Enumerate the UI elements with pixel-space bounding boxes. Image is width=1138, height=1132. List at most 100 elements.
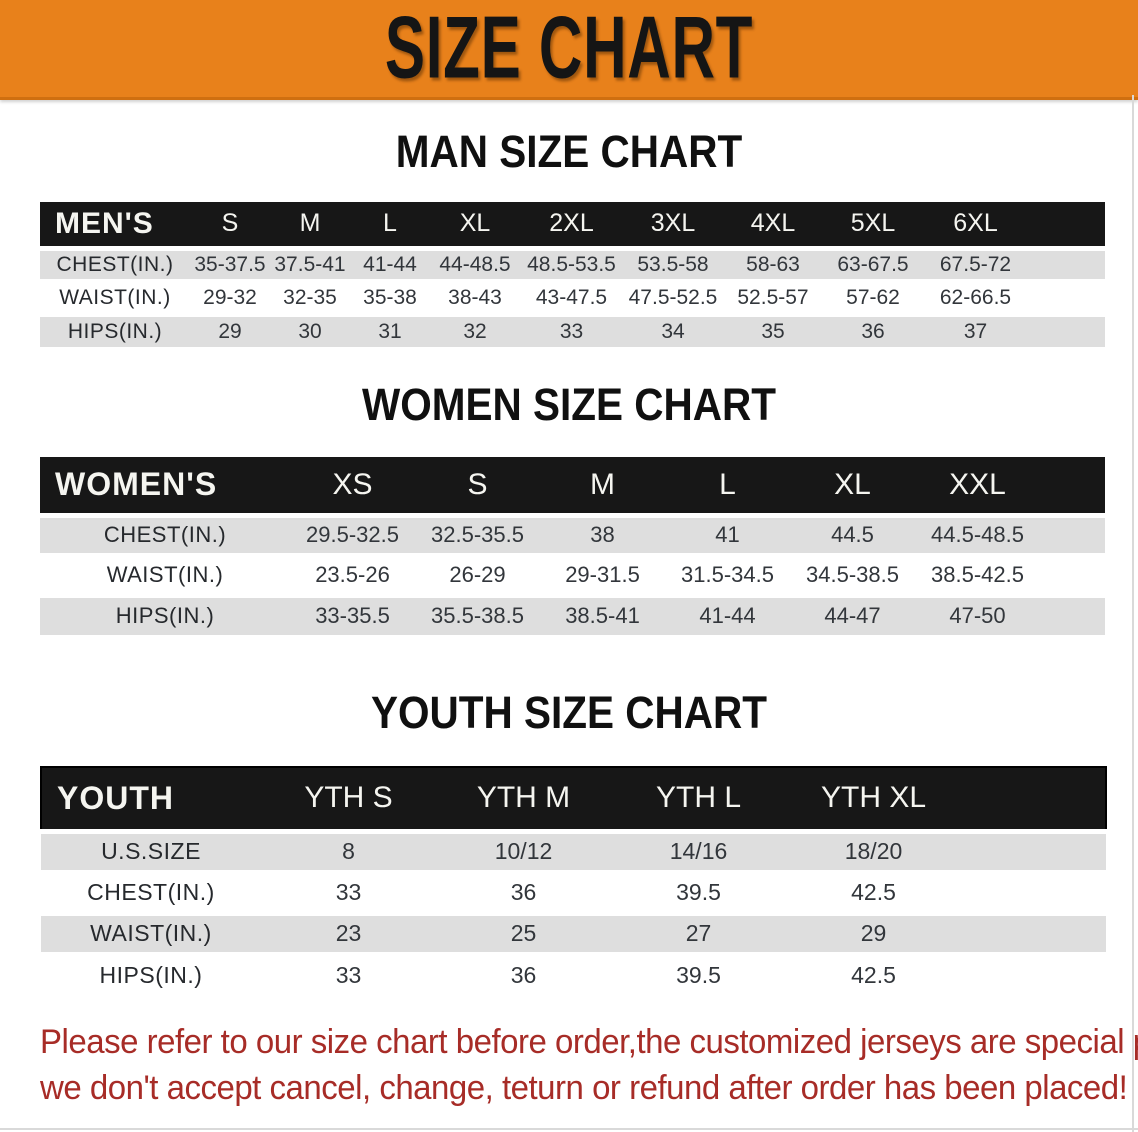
row-label: WAIST(IN.) [59, 285, 171, 309]
value-cell: 34.5-38.5 [806, 562, 899, 587]
column-header: YTH M [476, 781, 571, 815]
column-header: 6XL [953, 209, 998, 238]
column-header: M [590, 467, 615, 501]
value-cell: 67.5-72 [939, 252, 1012, 276]
value-cell: 33-35.5 [315, 603, 390, 629]
value-cell: 63-67.5 [837, 252, 909, 276]
value-cell: 36 [861, 319, 885, 343]
table-title-cell: MEN'S [55, 206, 154, 240]
table-row: HIPS(IN.) 33 36 39.5 42.5 [41, 954, 1106, 995]
table-row: HIPS(IN.) 33-35.5 35.5-38.5 38.5-41 41-44 44-… [40, 595, 1105, 635]
column-header: XS [332, 467, 373, 501]
man-size-heading: MAN SIZE CHART [395, 126, 743, 177]
spacer-cell [1028, 314, 1105, 347]
value-cell: 41-44 [699, 603, 756, 629]
spacer-cell [1028, 202, 1105, 248]
banner: SIZE CHART [0, 0, 1138, 100]
value-cell: 42.5 [851, 962, 896, 989]
table-row: WAIST(IN.) 23 25 27 29 [41, 913, 1106, 954]
value-cell: 38-43 [448, 285, 502, 309]
table-row: U.S.SIZE 8 10/12 14/16 18/20 [41, 831, 1106, 872]
spacer-cell [1040, 555, 1105, 595]
value-cell: 29 [218, 319, 242, 343]
value-cell: 34 [661, 319, 685, 343]
disclaimer-line-1: Please refer to our size chart before or… [40, 1023, 1138, 1061]
value-cell: 32.5-35.5 [431, 522, 524, 547]
value-cell: 23.5-26 [315, 562, 390, 587]
spacer-cell [1040, 457, 1105, 515]
table-header-row: YOUTH YTH S YTH M YTH L YTH XL [41, 767, 1106, 831]
column-header: YTH XL [820, 781, 927, 815]
column-header: L [383, 209, 397, 238]
value-cell: 41 [715, 522, 740, 547]
value-cell: 23 [335, 920, 362, 946]
table-title-cell: YOUTH [57, 779, 174, 816]
youth-size-heading: YOUTH SIZE CHART [370, 687, 767, 738]
row-label: HIPS(IN.) [67, 319, 163, 343]
column-header: XL [834, 467, 871, 501]
value-cell: 53.5-58 [637, 252, 709, 276]
table-header-row: MEN'S S M L XL 2XL 3XL 4XL 5XL 6XL [40, 202, 1105, 248]
table-row: CHEST(IN.) 33 36 39.5 42.5 [41, 872, 1106, 913]
value-cell: 62-66.5 [939, 285, 1012, 309]
column-header: XXL [949, 467, 1006, 501]
value-cell: 52.5-57 [737, 285, 809, 309]
value-cell: 33 [559, 319, 584, 343]
disclaimer-line-2: we don't accept cancel, change, teturn o… [40, 1069, 1128, 1107]
value-cell: 39.5 [676, 962, 721, 989]
value-cell: 25 [510, 920, 537, 946]
column-header: L [719, 467, 736, 501]
value-cell: 8 [342, 838, 355, 864]
value-cell: 37.5-41 [274, 252, 346, 276]
value-cell: 44-48.5 [439, 252, 511, 276]
men-size-table: MEN'S S M L XL 2XL 3XL 4XL 5XL 6XL CHEST(IN.) 35-37… [40, 202, 1105, 347]
value-cell: 36 [510, 879, 537, 905]
table-row: WAIST(IN.) 23.5-26 26-29 29-31.5 31.5-34.5 34… [40, 555, 1105, 595]
value-cell: 29-32 [203, 285, 257, 309]
row-label: WAIST(IN.) [106, 562, 224, 587]
column-header: 3XL [650, 209, 696, 238]
column-header: S [467, 467, 488, 501]
value-cell: 58-63 [746, 252, 800, 276]
banner-title: SIZE CHART [384, 0, 754, 97]
value-cell: 35.5-38.5 [431, 603, 524, 629]
row-label: CHEST(IN.) [56, 252, 174, 276]
column-header: YTH S [304, 781, 393, 815]
value-cell: 31 [378, 319, 402, 343]
value-cell: 27 [685, 920, 712, 946]
table-row: CHEST(IN.) 29.5-32.5 32.5-35.5 38 41 44.5 44.5… [40, 515, 1105, 555]
value-cell: 38.5-41 [565, 603, 640, 629]
value-cell: 36 [510, 962, 537, 989]
value-cell: 38 [590, 522, 615, 547]
table-row: CHEST(IN.) 35-37.5 37.5-41 41-44 44-48.5 48.5… [40, 248, 1105, 281]
value-cell: 47.5-52.5 [628, 285, 718, 309]
row-label: CHEST(IN.) [87, 879, 215, 905]
page-edge-line-bottom [0, 1128, 1138, 1130]
value-cell: 39.5 [676, 879, 721, 905]
spacer-cell [1040, 595, 1105, 635]
value-cell: 14/16 [669, 838, 728, 864]
value-cell: 38.5-42.5 [931, 562, 1024, 587]
table-row: WAIST(IN.) 29-32 32-35 35-38 38-43 43-47.5 47.… [40, 281, 1105, 314]
column-header: 5XL [850, 209, 896, 238]
row-label: HIPS(IN.) [115, 603, 215, 629]
row-label: WAIST(IN.) [90, 920, 212, 946]
row-label: U.S.SIZE [101, 838, 201, 864]
page-edge-line-right [1132, 95, 1134, 1132]
value-cell: 32-35 [283, 285, 337, 309]
row-label: HIPS(IN.) [99, 962, 203, 989]
row-label: CHEST(IN.) [103, 522, 227, 547]
column-header: 2XL [549, 209, 594, 238]
column-header: XL [459, 209, 491, 238]
column-header: YTH L [655, 781, 742, 815]
table-title-cell: WOMEN'S [55, 466, 218, 503]
spacer-cell [961, 913, 1106, 954]
value-cell: 43-47.5 [535, 285, 608, 309]
value-cell: 18/20 [844, 838, 903, 864]
value-cell: 42.5 [851, 879, 896, 905]
women-size-table: WOMEN'S XS S M L XL XXL CHEST(IN.) 29.5-32.5 32.5… [40, 457, 1105, 635]
spacer-cell [961, 872, 1106, 913]
spacer-cell [1028, 248, 1105, 281]
column-header: M [299, 209, 321, 238]
